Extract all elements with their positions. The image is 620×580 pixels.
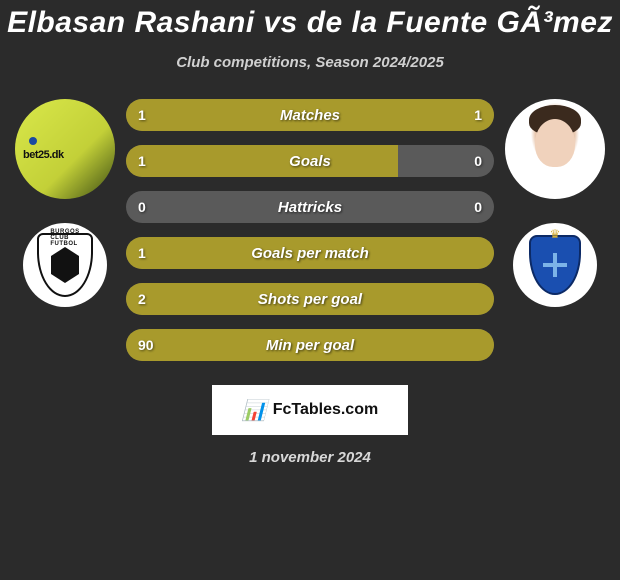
date-text: 1 november 2024: [249, 449, 371, 466]
stat-left-value: 0: [138, 191, 146, 223]
left-club-crest: BURGOS CLUB FUTBOL: [23, 223, 107, 307]
stat-label: Matches: [280, 99, 340, 131]
comparison-card: Elbasan Rashani vs de la Fuente GÃ³mez C…: [0, 0, 620, 580]
left-player-photo-placeholder: bet25.dk: [15, 99, 115, 199]
stat-bar: Shots per goal 2: [126, 283, 494, 315]
right-player-photo-placeholder: [505, 99, 605, 199]
stat-right-value: 1: [474, 99, 482, 131]
bar-left-fill: [126, 145, 398, 177]
stat-bar: Hattricks 0 0: [126, 191, 494, 223]
brand-text: FcTables.com: [273, 401, 379, 419]
left-player-photo: bet25.dk: [15, 99, 115, 199]
stat-right-value: 0: [474, 191, 482, 223]
stat-bar: Matches 1 1: [126, 99, 494, 131]
page-title: Elbasan Rashani vs de la Fuente GÃ³mez: [7, 6, 613, 40]
stat-left-value: 1: [138, 99, 146, 131]
jersey-sponsor-text: bet25.dk: [23, 149, 64, 161]
stat-label: Goals: [289, 145, 331, 177]
right-club-crest: ♛: [513, 223, 597, 307]
stat-label: Hattricks: [278, 191, 342, 223]
photo-face-shape-icon: [535, 119, 575, 167]
right-player-col: ♛: [500, 99, 610, 307]
burgos-crest-icon: BURGOS CLUB FUTBOL: [37, 233, 93, 297]
crest-band-text: BURGOS CLUB FUTBOL: [50, 229, 79, 247]
left-player-col: bet25.dk BURGOS CLUB FUTBOL: [10, 99, 120, 307]
stat-label: Min per goal: [266, 329, 354, 361]
stat-bar: Goals per match 1: [126, 237, 494, 269]
stat-bar: Min per goal 90: [126, 329, 494, 361]
stat-left-value: 1: [138, 145, 146, 177]
right-player-photo: [505, 99, 605, 199]
stat-right-value: 0: [474, 145, 482, 177]
crest-cross-icon: [543, 253, 567, 277]
stat-left-value: 90: [138, 329, 154, 361]
stat-label: Goals per match: [251, 237, 369, 269]
crest-inner-shape-icon: [51, 247, 79, 283]
season-subtitle: Club competitions, Season 2024/2025: [176, 54, 444, 71]
stat-left-value: 1: [138, 237, 146, 269]
oviedo-crest-icon: ♛: [529, 235, 581, 295]
brand-box[interactable]: 📊 FcTables.com: [212, 385, 408, 435]
stat-label: Shots per goal: [258, 283, 362, 315]
main-row: bet25.dk BURGOS CLUB FUTBOL Matches11Goa…: [0, 99, 620, 361]
stat-bar: Goals 1 0: [126, 145, 494, 177]
brand-logo-icon: 📊: [242, 398, 267, 423]
stat-bars-column: Matches 1 1 Goals 1 0 Hattricks 0 0 Goals per mat…: [120, 99, 500, 361]
stat-left-value: 2: [138, 283, 146, 315]
crest-crown-icon: ♛: [550, 227, 561, 241]
jersey-dot-icon: [29, 137, 37, 145]
